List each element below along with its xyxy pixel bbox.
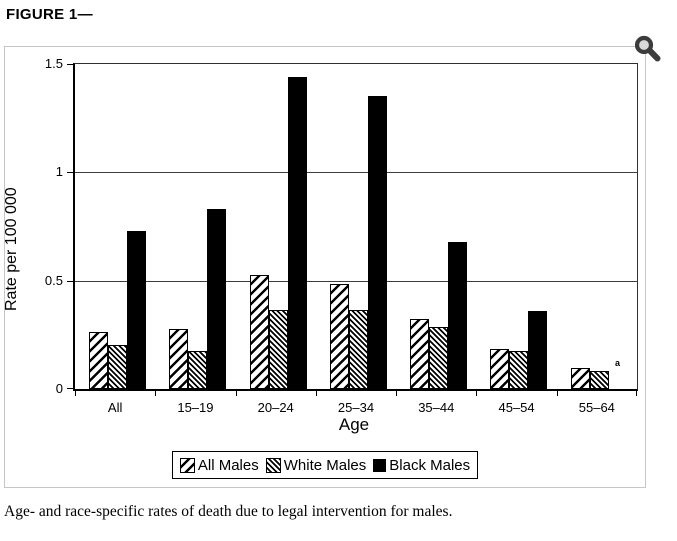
gridline [75,280,637,282]
bar [349,310,368,389]
x-tick-label: 20–24 [257,400,294,415]
x-axis-title: Age [338,415,370,434]
x-tick-label: 55–64 [578,400,615,415]
y-tick-label: 0 [55,381,63,396]
legend-item-white-males: White Males [265,456,367,474]
legend-label: White Males [283,456,367,474]
legend-box: All Males White Males Black Males [171,451,479,479]
x-axis-tick [396,391,397,396]
bar [571,368,590,389]
magnifier-icon[interactable] [632,34,662,64]
legend-item-black-males: Black Males [373,458,470,473]
x-tick-label: 35–44 [418,400,455,415]
bar [490,349,509,389]
bar [590,371,609,389]
solid-black-swatch-icon [373,458,387,472]
y-tick-label: 1.5 [44,56,63,71]
bar [288,77,307,389]
figure-panel: 0 0.5 1 1.5 All 15–19 20–24 25–34 35–44 45–54 55–6… [3,46,646,488]
x-axis-tick [557,391,558,396]
x-axis-tick [75,391,76,396]
x-axis-tick [636,391,637,396]
figure-title: FIGURE 1— [6,6,93,23]
x-tick-label: 15–19 [177,400,214,415]
legend-label: Black Males [389,456,471,474]
x-tick-label: 45–54 [498,400,535,415]
bar [108,345,127,389]
x-axis-tick [236,391,237,396]
plot-area: 0 0.5 1 1.5 All 15–19 20–24 25–34 35–44 45–54 55–6… [45,56,638,415]
bar [429,327,448,389]
bar [89,332,108,389]
y-axis-tick [67,280,73,282]
chart-legend: All Males White Males Black Males [5,451,645,479]
bar [509,351,528,389]
bar [528,311,547,389]
bar [169,329,188,389]
bar [269,310,288,389]
bar [368,96,387,389]
x-tick-label: 25–34 [337,400,375,415]
y-axis-tick [67,64,73,65]
diagonal-hatch-swatch-icon [179,457,195,473]
bar [330,284,349,389]
bar [250,275,269,389]
y-tick-label: 0.5 [44,272,63,288]
y-axis-tick [67,388,73,389]
fine-hatch-swatch-icon [265,457,281,473]
legend-item-all-males: All Males [179,456,259,474]
y-tick-label: 1 [55,164,63,180]
y-axis-tick [67,172,73,174]
x-axis-tick [476,391,477,396]
bar [448,242,467,389]
x-axis-tick [316,391,317,396]
bar [207,209,226,389]
figure-caption: Age- and race-specific rates of death du… [4,503,453,520]
y-axis-title: Rate per 100 000 [3,187,20,311]
gridline [75,172,637,174]
magnifier-glyph [634,35,661,62]
footnote-marker: a [615,358,621,368]
legend-label: All Males [197,456,259,474]
x-axis-tick [155,391,156,396]
bar [188,351,207,389]
x-tick-label: All [107,400,123,415]
bar [127,231,146,389]
bar [410,319,429,389]
